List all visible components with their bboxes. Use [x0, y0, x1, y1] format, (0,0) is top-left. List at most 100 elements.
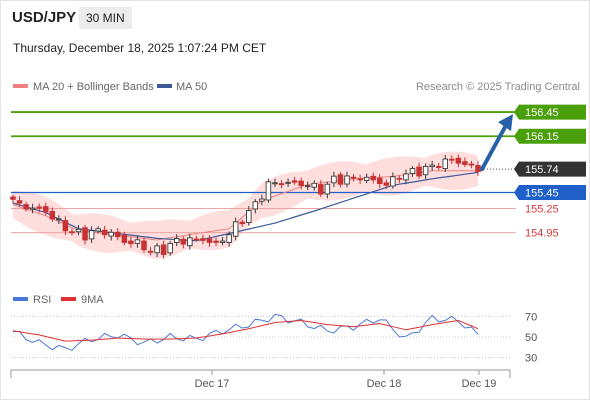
candle — [115, 231, 121, 238]
timeframe-badge[interactable]: 30 MIN — [79, 7, 132, 29]
projection-arrow-head — [498, 114, 513, 132]
candle — [239, 221, 245, 225]
rsi-legend-label: RSI — [33, 294, 51, 306]
candle — [331, 175, 337, 184]
candle — [246, 210, 252, 223]
candle — [422, 165, 429, 176]
candle — [206, 238, 213, 243]
candle — [23, 204, 29, 210]
report-datetime: Thursday, December 18, 2025 1:07:24 PM C… — [13, 41, 267, 55]
candle — [449, 158, 455, 161]
level-label-156.45: 156.45 — [525, 107, 559, 119]
rsi-tick-30: 30 — [525, 353, 537, 365]
candle — [357, 178, 363, 181]
candle — [291, 180, 298, 183]
candle — [69, 231, 75, 234]
level-label-154.95: 154.95 — [525, 228, 559, 240]
candle — [435, 166, 442, 168]
candle — [108, 231, 114, 237]
x-tick-label: Dec 19 — [462, 378, 497, 390]
candle — [304, 185, 311, 188]
level-label-155.25: 155.25 — [525, 204, 559, 216]
candle — [377, 177, 383, 185]
candle — [396, 177, 403, 180]
level-label-156.15: 156.15 — [525, 131, 559, 143]
candle — [160, 244, 167, 255]
candle — [468, 163, 475, 166]
candle — [442, 158, 449, 169]
candle — [403, 173, 409, 181]
rsi-ma-legend-swatch — [61, 297, 76, 301]
candle — [173, 238, 180, 244]
projection-arrow-shaft — [480, 125, 507, 172]
candle — [462, 161, 468, 165]
ma20-legend-label: MA 20 + Bollinger Bands — [33, 81, 154, 93]
candle — [167, 242, 173, 254]
candle — [49, 210, 56, 220]
candle — [226, 234, 232, 243]
candle — [213, 240, 219, 243]
candle — [82, 227, 88, 241]
candle — [56, 218, 62, 221]
bollinger-band — [13, 151, 478, 260]
candle — [62, 220, 69, 232]
candle — [383, 182, 390, 186]
candle — [16, 200, 23, 204]
ma50-legend-label: MA 50 — [176, 81, 207, 93]
ma50-legend-swatch — [157, 84, 172, 88]
ma20-legend-swatch — [13, 84, 28, 88]
candle — [390, 176, 396, 187]
candle — [285, 181, 291, 184]
candle — [278, 183, 285, 186]
candle — [187, 237, 193, 247]
rsi-ma-legend-label: 9MA — [81, 294, 104, 306]
credit-label: Research © 2025 Trading Central — [416, 81, 580, 93]
level-tag-156.15 — [514, 128, 586, 144]
level-tag-155.45 — [514, 185, 586, 201]
candle — [265, 181, 272, 201]
candle — [42, 206, 49, 213]
candle — [259, 198, 265, 202]
candle — [272, 182, 278, 185]
candle — [101, 229, 108, 236]
candle — [455, 157, 462, 164]
candle — [180, 238, 187, 245]
candle — [409, 168, 416, 174]
candle — [324, 183, 331, 195]
candle — [370, 175, 376, 181]
candle — [232, 221, 239, 237]
x-tick-label: Dec 17 — [195, 378, 230, 390]
candle — [128, 240, 134, 245]
rsi-ma-line — [12, 319, 479, 342]
candle — [337, 174, 344, 185]
candle — [95, 228, 101, 232]
rsi-legend-swatch — [13, 297, 28, 301]
symbol-title: USD/JPY — [12, 9, 77, 26]
candle — [134, 239, 141, 244]
level-tag-156.45 — [514, 104, 586, 120]
candle — [429, 164, 435, 168]
candle — [121, 234, 128, 243]
candle — [29, 207, 36, 210]
candle — [75, 228, 82, 233]
rsi-tick-70: 70 — [525, 311, 537, 323]
candle — [36, 206, 42, 209]
candle — [141, 240, 147, 251]
candle — [475, 165, 481, 173]
candle — [416, 166, 422, 177]
candle — [154, 245, 160, 254]
candle — [350, 176, 357, 179]
rsi-tick-50: 50 — [525, 332, 537, 344]
x-tick-label: Dec 18 — [367, 378, 402, 390]
candle — [363, 176, 370, 181]
candle — [252, 201, 259, 210]
candle — [10, 196, 16, 200]
candle — [318, 184, 324, 195]
rsi-line — [12, 313, 479, 351]
candle — [219, 240, 226, 243]
candle — [193, 238, 200, 241]
candle — [88, 230, 95, 240]
level-label-155.45: 155.45 — [525, 188, 559, 200]
candle — [298, 180, 304, 186]
